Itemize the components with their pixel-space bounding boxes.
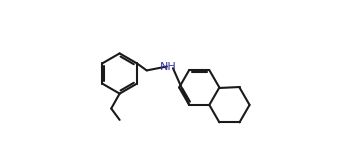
Text: NH: NH — [160, 62, 177, 72]
